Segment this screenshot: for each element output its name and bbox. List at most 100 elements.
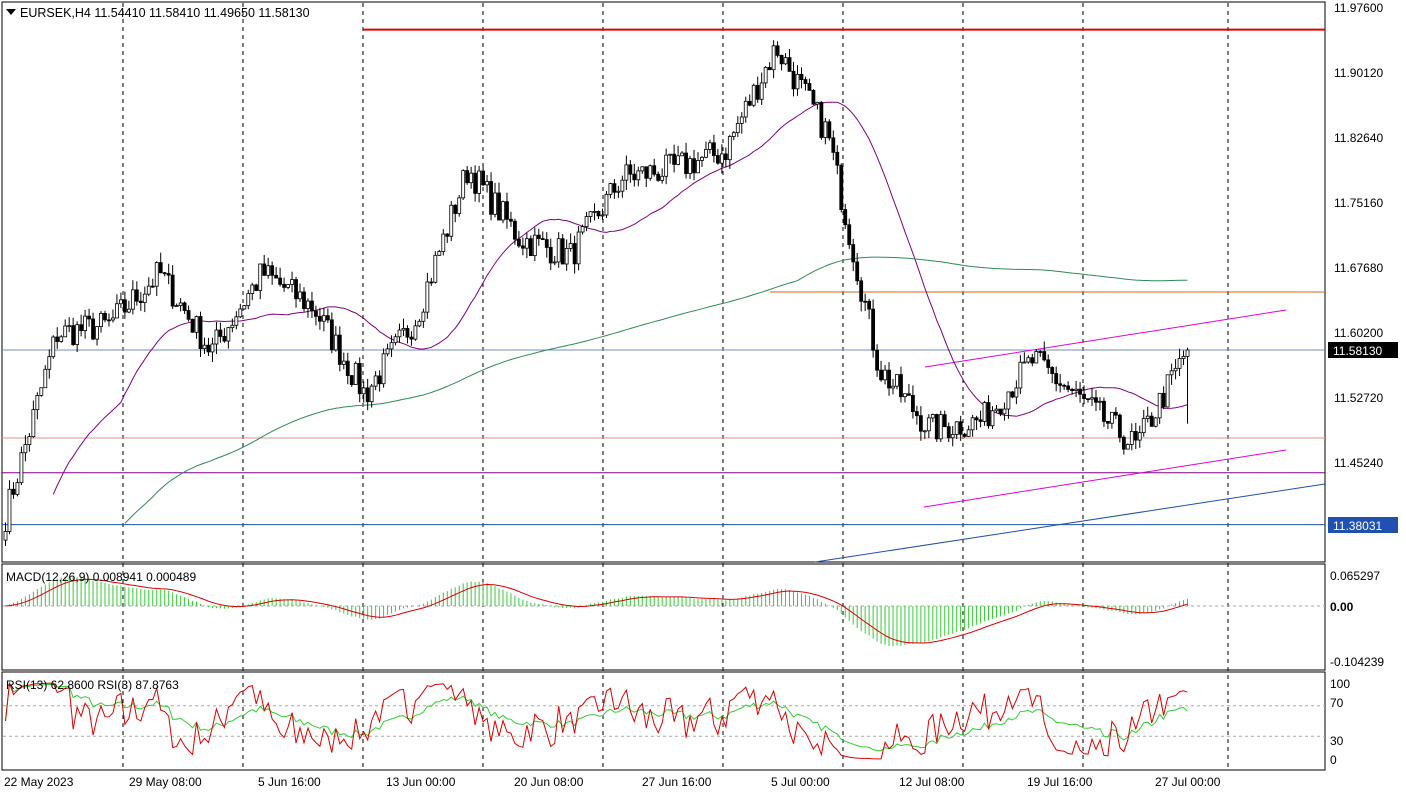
candle [513, 218, 517, 245]
candle [377, 370, 382, 392]
candle [186, 305, 191, 322]
candle-body [79, 324, 84, 332]
candle-body [357, 362, 362, 395]
candle-body [895, 374, 899, 387]
candle [795, 65, 800, 96]
candle [899, 366, 903, 403]
candle [843, 203, 848, 229]
candle [453, 204, 458, 223]
candle [218, 322, 223, 343]
candle-body [624, 164, 629, 181]
candle-body [126, 308, 131, 313]
candle-body [234, 316, 239, 326]
price-tick: 11.82640 [1334, 131, 1383, 145]
candle-body [453, 204, 458, 214]
candle [178, 298, 183, 312]
candle-body [1046, 359, 1051, 368]
candle-body [1054, 373, 1059, 385]
candle [274, 267, 279, 279]
candle [974, 415, 979, 430]
candle [998, 408, 1003, 417]
candle [644, 166, 649, 188]
candle-body [584, 216, 589, 228]
candle-body [194, 316, 199, 333]
candle-body [524, 238, 529, 249]
candle [122, 291, 127, 319]
candle [1117, 413, 1122, 443]
candle-body [158, 262, 163, 274]
candle [704, 141, 708, 159]
candle-body [747, 100, 752, 106]
candle-body [19, 452, 24, 484]
candle-body [222, 336, 227, 342]
candle [162, 271, 167, 277]
candle [1046, 354, 1051, 375]
candle-body [47, 356, 52, 370]
chevron-down-icon[interactable] [6, 9, 16, 15]
candle-body [867, 300, 872, 310]
candle [441, 229, 446, 256]
candle-body [827, 121, 832, 139]
candle-body [568, 243, 573, 249]
candle [1002, 402, 1007, 421]
candle [954, 421, 959, 440]
candle [254, 283, 259, 292]
candle-body [942, 414, 947, 428]
candle [548, 238, 553, 271]
candle [1010, 391, 1015, 399]
candle [1165, 374, 1170, 408]
candle [333, 326, 338, 352]
candle [556, 232, 561, 268]
candle-body [83, 315, 87, 332]
candle-body [1117, 414, 1122, 438]
candle-body [186, 310, 191, 320]
candle [660, 168, 665, 184]
candle [401, 318, 406, 336]
candle [373, 371, 378, 391]
candle-body [405, 328, 410, 338]
candle-body [321, 315, 326, 322]
candle-body [7, 488, 12, 532]
candle-body [592, 210, 597, 213]
candle [413, 319, 418, 341]
candle [1173, 359, 1178, 380]
candle [1141, 409, 1146, 437]
candle [75, 321, 80, 353]
candle [1066, 381, 1071, 393]
candle [819, 101, 824, 140]
candle-body [95, 326, 99, 340]
candle [1102, 397, 1106, 427]
candle [914, 405, 919, 425]
candle-body [1010, 391, 1015, 398]
candle [532, 227, 537, 261]
candle-body [612, 183, 617, 193]
candle-body [600, 214, 605, 217]
candle-body [182, 302, 187, 311]
candle [1106, 420, 1110, 430]
candle [250, 282, 255, 301]
candle [930, 413, 935, 423]
rsi-tick: 30 [1330, 734, 1344, 748]
candle-body [1141, 418, 1146, 434]
candle-body [907, 393, 911, 396]
candle [485, 175, 489, 193]
candle [552, 256, 557, 266]
candle-body [409, 336, 414, 340]
time-label: 5 Jun 16:00 [258, 775, 321, 789]
candle-body [1145, 415, 1150, 419]
candle-body [87, 315, 91, 320]
candle [206, 337, 211, 356]
channel-upper-line [924, 309, 1287, 368]
candle [79, 314, 84, 337]
candle [604, 191, 609, 219]
candle-body [1038, 351, 1043, 353]
candle-body [1113, 411, 1118, 416]
candle-body [604, 193, 609, 216]
candle [35, 392, 40, 420]
candle-body [437, 251, 442, 256]
candle-body [266, 265, 271, 276]
candle-body [501, 201, 505, 221]
candle [242, 304, 247, 310]
